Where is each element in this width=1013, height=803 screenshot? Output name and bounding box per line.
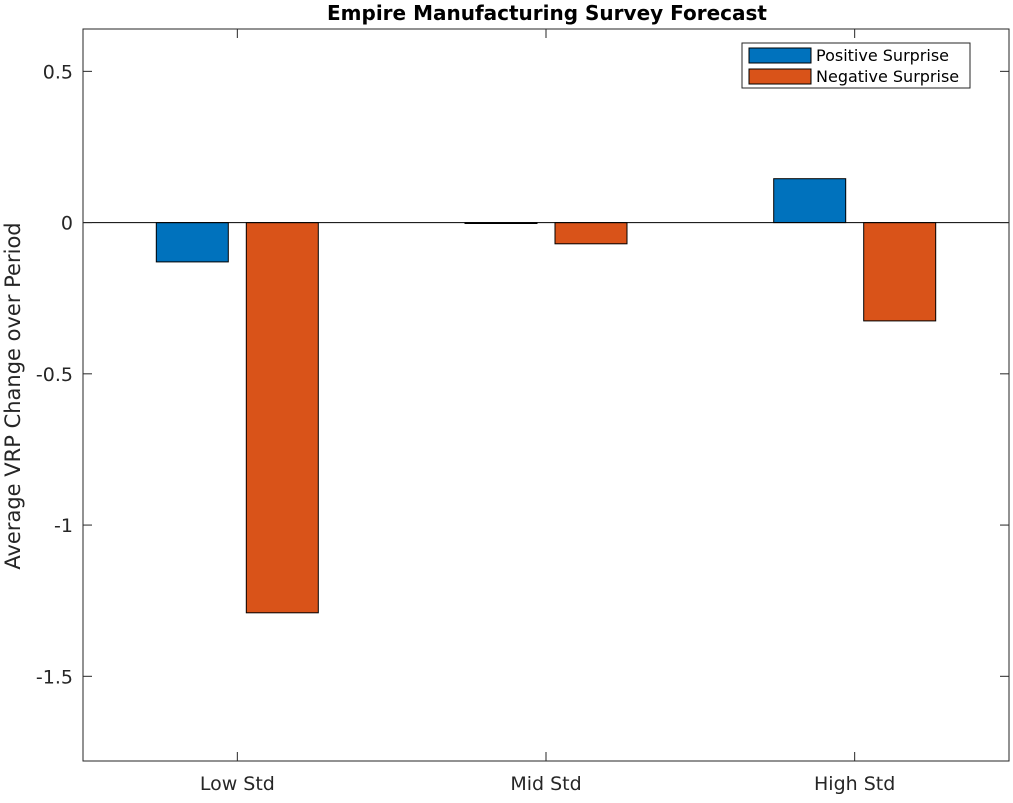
x-tick-label: Low Std (200, 773, 275, 795)
y-tick-label: -1.5 (36, 666, 73, 688)
legend-label: Negative Surprise (816, 67, 959, 86)
bar-1-1 (554, 222, 628, 245)
y-tick-label: -0.5 (36, 364, 73, 386)
bar-0-2 (773, 178, 847, 224)
bar-1-0 (245, 222, 319, 614)
legend-swatch (748, 68, 812, 85)
legend-label: Positive Surprise (816, 46, 949, 65)
bar-0-0 (155, 222, 229, 263)
legend: Positive Surprise Negative Surprise (741, 42, 971, 89)
y-tick-label: -1 (54, 515, 73, 537)
plot-area: 0.5 0 -0.5 -1 -1.5 Low Std Mid Std High Std (36, 28, 1010, 795)
y-axis-label: Average VRP Change over Period (1, 222, 25, 569)
y-tick-label: 0 (61, 213, 73, 235)
bar-1-2 (863, 222, 937, 322)
chart-title: Empire Manufacturing Survey Forecast (327, 1, 767, 25)
x-tick-label: High Std (814, 773, 895, 795)
x-tick-label: Mid Std (510, 773, 581, 795)
y-tick-label: 0.5 (43, 61, 73, 83)
legend-swatch (748, 47, 812, 64)
